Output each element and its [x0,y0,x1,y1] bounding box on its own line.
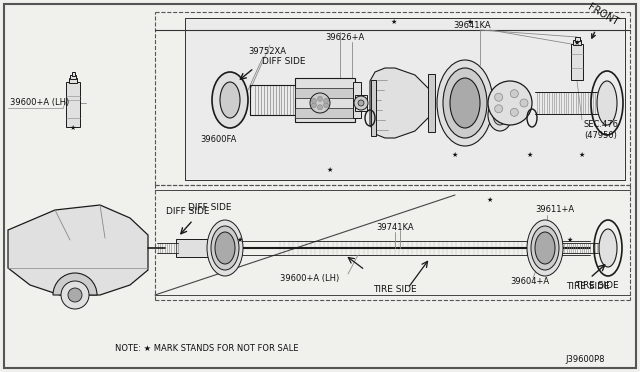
Circle shape [354,96,368,110]
Bar [575,37,579,41]
Circle shape [312,99,316,103]
Text: TIRE SIDE: TIRE SIDE [575,280,619,289]
Circle shape [324,103,328,108]
Text: ★: ★ [467,19,473,25]
Ellipse shape [443,68,487,138]
Text: DIFF SIDE: DIFF SIDE [262,58,305,67]
Text: 39752XA: 39752XA [248,48,286,57]
Ellipse shape [207,220,243,276]
Polygon shape [8,205,148,295]
Text: J39600P8: J39600P8 [565,356,605,365]
Circle shape [310,93,330,113]
Bar [428,74,435,132]
Text: ★: ★ [391,19,397,25]
Text: ★: ★ [237,237,243,243]
Text: ★: ★ [70,125,76,131]
Ellipse shape [211,226,239,270]
Text: ★: ★ [452,152,458,158]
Ellipse shape [599,229,617,267]
Text: 39611+A: 39611+A [535,205,574,215]
Ellipse shape [212,72,248,128]
Text: 39600+A (LH): 39600+A (LH) [280,273,340,282]
Bar [66,82,80,127]
Ellipse shape [450,78,480,128]
Text: TIRE SIDE: TIRE SIDE [566,282,610,291]
Circle shape [520,99,528,107]
Ellipse shape [597,81,617,125]
Bar [295,108,355,118]
Circle shape [312,103,316,108]
Bar [295,78,355,122]
Bar [353,82,361,118]
Text: 39600FA: 39600FA [200,135,236,144]
Text: 39626+A: 39626+A [325,33,364,42]
Bar [355,95,367,111]
Circle shape [358,100,364,106]
Circle shape [510,108,518,116]
Ellipse shape [535,232,555,264]
Circle shape [317,96,323,101]
Ellipse shape [531,226,559,270]
Circle shape [495,93,502,101]
Ellipse shape [493,105,507,125]
Text: 39604+A: 39604+A [510,278,549,286]
Ellipse shape [215,232,235,264]
Text: ★: ★ [574,40,580,46]
Text: FRONT: FRONT [586,1,620,38]
Text: DIFF SIDE: DIFF SIDE [166,207,210,216]
Circle shape [68,288,82,302]
Ellipse shape [437,60,493,146]
Bar [571,44,583,80]
Circle shape [488,81,532,125]
Bar [69,78,77,83]
Ellipse shape [527,220,563,276]
Bar [573,40,581,45]
Ellipse shape [220,82,240,118]
Text: 39641KA: 39641KA [453,22,491,31]
Text: ★: ★ [579,152,585,158]
Bar [72,72,74,76]
Text: TIRE SIDE: TIRE SIDE [373,285,417,295]
Bar [371,80,376,136]
Text: ★: ★ [567,237,573,243]
Circle shape [317,105,323,110]
Wedge shape [53,273,97,295]
Text: 39600+A (LH): 39600+A (LH) [10,99,69,108]
Bar [186,19,624,179]
Circle shape [495,105,502,113]
Text: NOTE: ★ MARK STANDS FOR NOT FOR SALE: NOTE: ★ MARK STANDS FOR NOT FOR SALE [115,343,298,353]
Text: ★: ★ [327,167,333,173]
Bar [295,88,355,98]
Text: ★: ★ [487,197,493,203]
Polygon shape [370,68,435,138]
Bar [70,75,76,79]
Circle shape [510,90,518,98]
Circle shape [61,281,89,309]
Text: DIFF SIDE: DIFF SIDE [188,202,232,212]
Circle shape [324,99,328,103]
Text: ★: ★ [527,152,533,158]
Text: SEC.476
(47950): SEC.476 (47950) [584,120,619,140]
Text: 39741KA: 39741KA [376,222,414,231]
Bar [176,239,216,257]
Ellipse shape [488,99,512,131]
